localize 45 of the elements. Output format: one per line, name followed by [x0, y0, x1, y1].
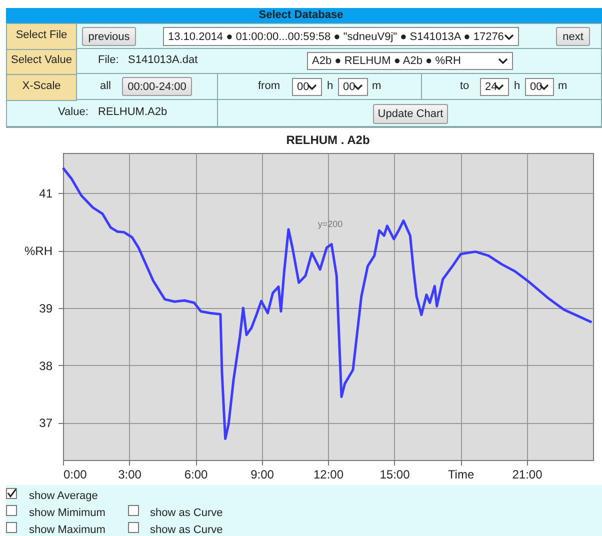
text: h	[327, 80, 334, 92]
text: 00	[292, 78, 322, 96]
text: previous	[82, 27, 136, 46]
text: all	[100, 80, 112, 92]
text: show Mimimum	[29, 507, 106, 519]
text: show as Curve	[150, 524, 223, 536]
text: 00	[525, 78, 554, 96]
x-tick-label: 0:00	[64, 468, 88, 482]
text: A2b ● RELHUM ● A2b ● %RH	[307, 52, 513, 70]
text: RELHUM.A2b	[98, 106, 168, 118]
x-tick-label: 12:00	[313, 468, 344, 482]
x-tick-label: Time	[448, 468, 474, 482]
text: Value:	[58, 106, 88, 118]
text: from	[258, 80, 280, 92]
x-tick-label: 3:00	[118, 468, 142, 482]
line-series	[62, 166, 593, 440]
text: 24	[480, 78, 509, 96]
text: File:	[98, 54, 119, 66]
text: S141013A.dat	[128, 54, 198, 66]
text: show Maximum	[29, 524, 106, 536]
x-tick-label: 15:00	[380, 468, 410, 482]
x-tick-label: 21:00	[512, 468, 543, 482]
text: h	[514, 80, 520, 92]
text: Select Value	[10, 54, 73, 66]
text: Update Chart	[373, 104, 448, 124]
text: show as Curve	[150, 507, 223, 519]
text: next	[556, 27, 590, 46]
x-tick-label: 6:00	[184, 468, 208, 482]
chart-title: RELHUM . A2b	[286, 133, 370, 147]
text: m	[558, 80, 568, 92]
text: 13.10.2014 ● 01:00:00...00:59:58 ● "sdneuV9j" ● S141013A ● 17276	[163, 27, 519, 46]
text: X-Scale	[21, 80, 62, 92]
text: to	[460, 80, 470, 92]
y-tick-label: 39	[39, 301, 53, 316]
y-tick-label: 37	[39, 416, 53, 430]
text: 00	[338, 78, 368, 96]
text: m	[372, 80, 382, 92]
x-tick-label: 9:00	[250, 468, 274, 482]
text: 00:00-24:00	[122, 77, 192, 96]
y-tick-label: 41	[39, 186, 53, 201]
y-tick-label: %RH	[24, 244, 52, 258]
text: Select File	[14, 29, 68, 41]
text: show Average	[29, 490, 98, 502]
y-tick-label: 38	[39, 358, 53, 373]
text: Select Database	[258, 9, 344, 21]
